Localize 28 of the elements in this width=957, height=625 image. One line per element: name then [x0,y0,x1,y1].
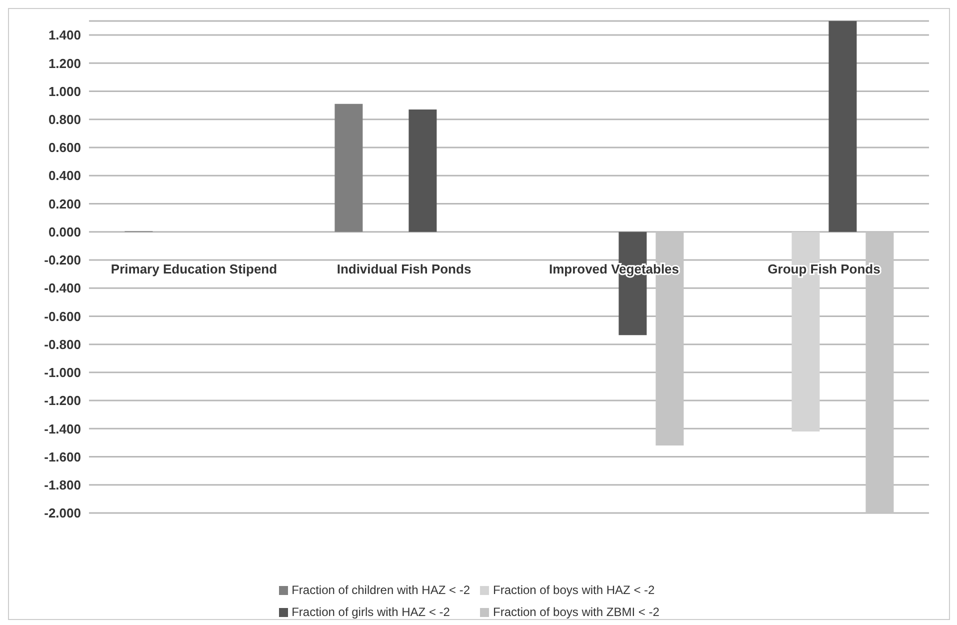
y-tick-label: 0.600 [48,140,81,156]
x-tick-label: Primary Education Stipend [110,261,278,276]
y-tick-label: -0.600 [44,308,81,324]
y-tick-label: -1.400 [44,421,81,436]
y-tick-label: -1.600 [44,449,81,464]
bar [408,110,437,232]
legend-label: Fraction of boys with HAZ < -2 [493,583,655,597]
y-tick-label: -0.200 [44,252,81,268]
y-tick-label: 0.800 [48,112,81,128]
y-tick-label: -1.800 [44,478,81,492]
legend-label: Fraction of children with HAZ < -2 [292,583,470,597]
y-tick-label: -1.000 [44,365,81,380]
y-tick-label: -0.800 [44,336,81,352]
y-tick-label: 0.200 [48,196,81,212]
x-tick-label: Individual Fish Ponds [336,261,472,276]
y-tick-label: 1.200 [48,56,81,71]
y-tick-label: 1.000 [48,84,81,99]
y-tick-label: 0.400 [48,168,81,184]
bar [334,104,363,232]
legend-label: Fraction of girls with HAZ < -2 [292,605,450,619]
y-tick-label: -1.200 [44,393,81,408]
legend-label: Fraction of boys with ZBMI < -2 [493,605,660,619]
y-tick-label: 0.000 [48,224,81,240]
y-tick-label: 1.400 [48,28,81,43]
x-tick-label: Group Fish Ponds [768,261,880,276]
bar [828,21,857,232]
y-tick-label: -2.000 [44,506,81,521]
y-tick-label: -0.400 [44,280,81,296]
